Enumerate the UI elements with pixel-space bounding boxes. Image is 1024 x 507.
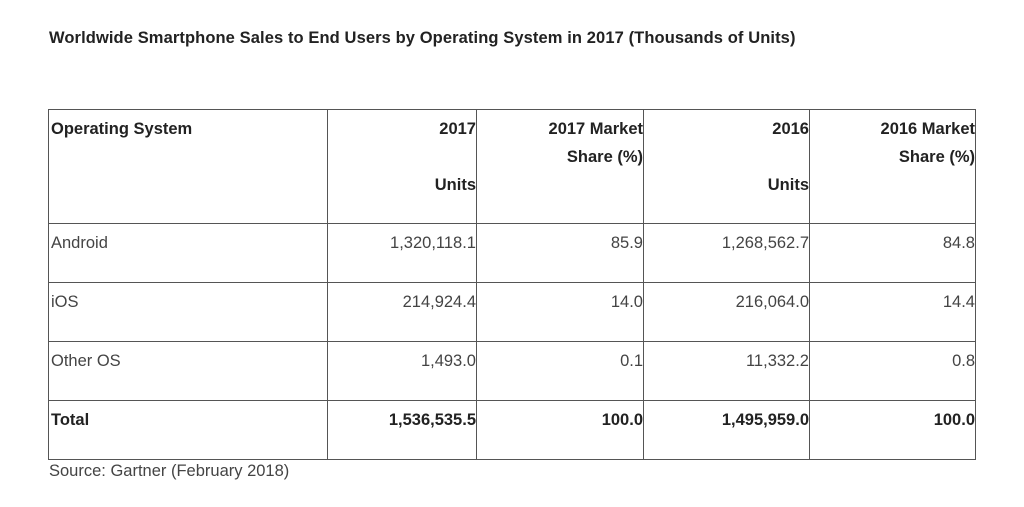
header-line: Share (%): [898, 148, 975, 166]
header-2016-units: 2016 Units: [643, 109, 810, 224]
table-row-total: Total 1,536,535.5 100.0 1,495,959.0 100.…: [48, 400, 976, 460]
table-row-ios: iOS 214,924.4 14.0 216,064.0 14.4: [48, 282, 976, 342]
header-line: Units: [434, 176, 476, 194]
header-line: Share (%): [566, 148, 643, 166]
header-line: 2016: [772, 120, 809, 138]
cell-2016-share: 100.0: [809, 400, 976, 460]
cell-os: Android: [48, 223, 328, 283]
cell-2017-units: 1,320,118.1: [327, 223, 477, 283]
table-row-android: Android 1,320,118.1 85.9 1,268,562.7 84.…: [48, 223, 976, 283]
cell-2017-share: 100.0: [476, 400, 644, 460]
cell-os: iOS: [48, 282, 328, 342]
header-line: 2017: [439, 120, 476, 138]
cell-os: Total: [48, 400, 328, 460]
cell-2017-share: 0.1: [476, 341, 644, 401]
cell-2016-share: 0.8: [809, 341, 976, 401]
sales-table: Operating System 2017 Units 2017 Market S…: [48, 109, 976, 460]
cell-2017-units: 214,924.4: [327, 282, 477, 342]
source-note: Source: Gartner (February 2018): [49, 462, 290, 480]
header-line: 2017 Market: [548, 120, 643, 138]
header-row: Operating System 2017 Units 2017 Market S…: [48, 109, 976, 224]
cell-2017-units: 1,536,535.5: [327, 400, 477, 460]
cell-2016-units: 1,268,562.7: [643, 223, 810, 283]
header-line: Units: [767, 176, 809, 194]
header-2017-share: 2017 Market Share (%): [476, 109, 644, 224]
cell-2016-units: 1,495,959.0: [643, 400, 810, 460]
header-2016-share: 2016 Market Share (%): [809, 109, 976, 224]
cell-2016-share: 84.8: [809, 223, 976, 283]
cell-2017-share: 14.0: [476, 282, 644, 342]
cell-2016-share: 14.4: [809, 282, 976, 342]
cell-2017-units: 1,493.0: [327, 341, 477, 401]
header-line: [330, 143, 476, 171]
header-line: 2016 Market: [880, 120, 975, 138]
header-line: Operating System: [51, 120, 193, 138]
cell-2017-share: 85.9: [476, 223, 644, 283]
cell-os: Other OS: [48, 341, 328, 401]
table-row-other-os: Other OS 1,493.0 0.1 11,332.2 0.8: [48, 341, 976, 401]
header-line: [646, 143, 809, 171]
header-operating-system: Operating System: [48, 109, 328, 224]
cell-2016-units: 11,332.2: [643, 341, 810, 401]
cell-2016-units: 216,064.0: [643, 282, 810, 342]
table-title: Worldwide Smartphone Sales to End Users …: [49, 29, 796, 47]
header-2017-units: 2017 Units: [327, 109, 477, 224]
